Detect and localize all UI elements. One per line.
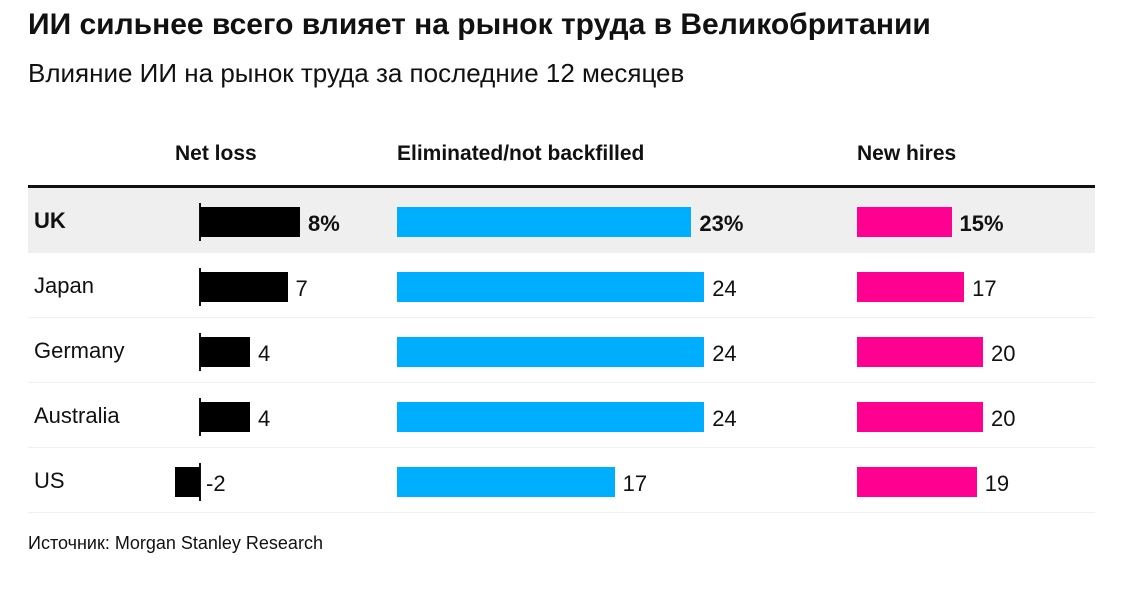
chart-title: ИИ сильнее всего влияет на рынок труда в… — [28, 8, 931, 41]
bar-0-australia — [200, 402, 250, 432]
bar-2-us — [857, 467, 977, 497]
table-row: Japan 7 24 17 — [28, 253, 1095, 318]
column-header-net-loss: Net loss — [175, 142, 257, 165]
data-label: -2 — [206, 471, 226, 496]
data-label: 23% — [699, 211, 744, 236]
data-label: 24 — [712, 341, 737, 366]
column-header-eliminated: Eliminated/not backfilled — [397, 142, 645, 165]
column-header-new-hires: New hires — [857, 142, 957, 165]
bar-2-japan — [857, 272, 965, 302]
bar-2-germany — [857, 337, 983, 367]
bar-1-uk — [397, 207, 692, 237]
data-label: 17 — [972, 276, 997, 301]
data-label: 8% — [308, 211, 340, 236]
data-label: 4 — [258, 341, 271, 366]
data-label: 15% — [959, 211, 1004, 236]
bar-1-japan — [397, 272, 705, 302]
country-label: UK — [34, 208, 66, 233]
bar-1-australia — [397, 402, 705, 432]
bar-1-us — [397, 467, 615, 497]
data-label: 24 — [712, 406, 737, 431]
data-label: 24 — [712, 276, 737, 301]
country-label: Australia — [34, 403, 120, 428]
bar-2-uk — [857, 207, 952, 237]
data-label: 20 — [991, 406, 1016, 431]
country-label: Japan — [34, 273, 94, 298]
data-label: 19 — [984, 471, 1010, 496]
data-label: 7 — [295, 276, 308, 301]
bar-0-japan — [200, 272, 288, 302]
table-row: US -2 17 19 — [28, 448, 1095, 513]
country-label: Germany — [34, 338, 125, 363]
bar-1-germany — [397, 337, 705, 367]
table-row: Germany 4 24 20 — [28, 318, 1095, 383]
bar-0-germany — [200, 337, 250, 367]
bar-2-australia — [857, 402, 983, 432]
chart-subtitle: Влияние ИИ на рынок труда за последние 1… — [28, 58, 685, 88]
header-rule — [28, 185, 1095, 188]
source-note: Источник: Morgan Stanley Research — [28, 533, 323, 553]
table-row: UK 8% 23% 15% — [28, 188, 1095, 253]
data-label: 4 — [258, 406, 271, 431]
bar-0-us — [175, 467, 200, 497]
zero-axis-line — [199, 463, 201, 501]
bar-0-uk — [200, 207, 300, 237]
data-label: 17 — [622, 471, 648, 496]
country-label: US — [34, 468, 65, 493]
table-row: Australia 4 24 20 — [28, 383, 1095, 448]
data-label: 20 — [991, 341, 1016, 366]
